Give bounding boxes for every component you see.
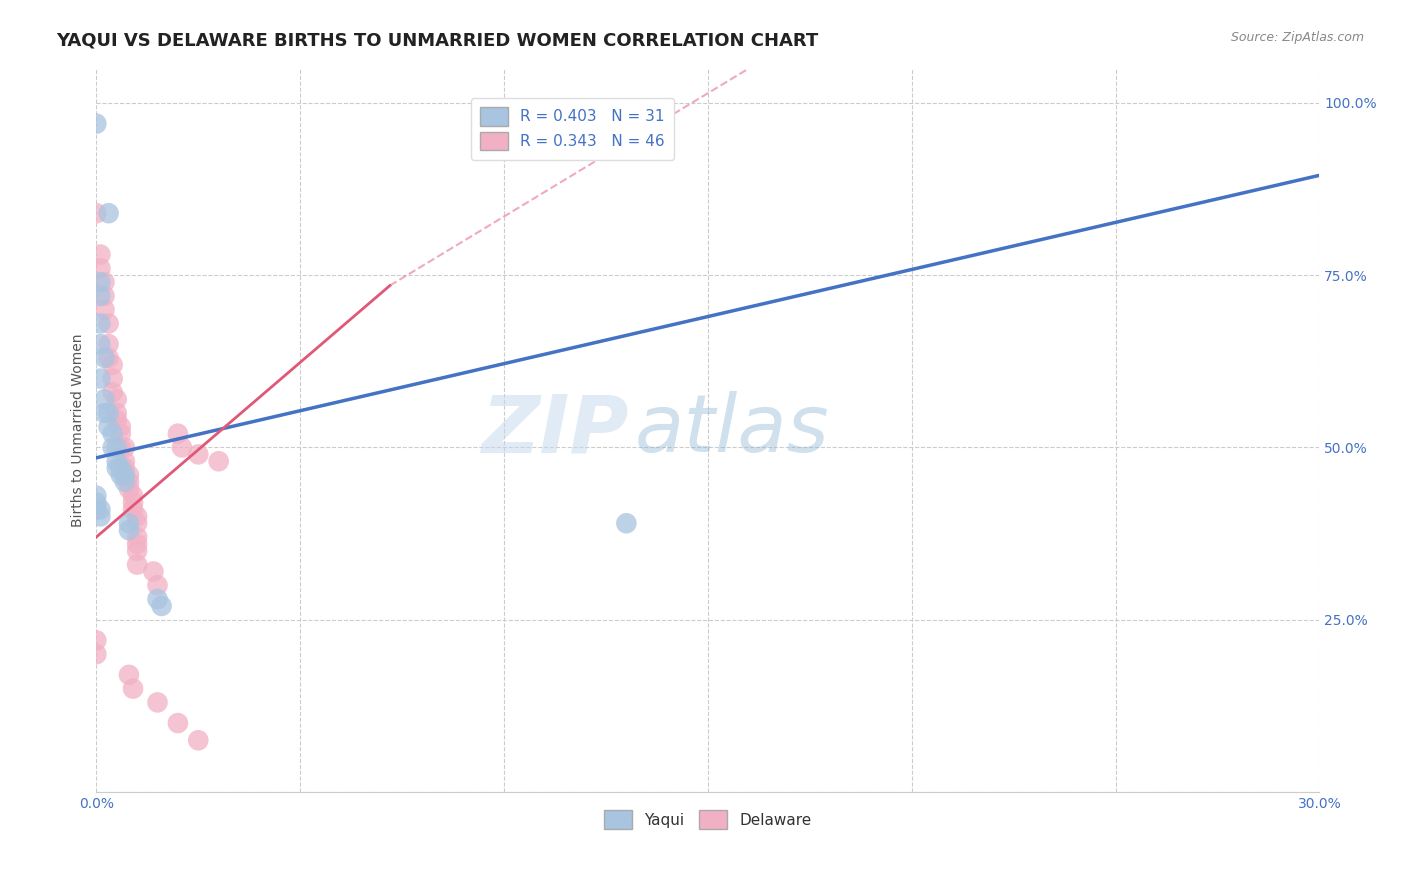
Point bbox=[208, 454, 231, 468]
Point bbox=[105, 461, 128, 475]
Point bbox=[93, 351, 115, 365]
Point bbox=[97, 419, 120, 434]
Point bbox=[93, 289, 115, 303]
Point bbox=[118, 516, 141, 531]
Point bbox=[105, 441, 128, 455]
Point bbox=[614, 516, 637, 531]
Point bbox=[146, 578, 169, 592]
Point bbox=[122, 489, 145, 503]
Point bbox=[110, 426, 132, 441]
Point bbox=[118, 523, 141, 537]
Point bbox=[110, 419, 132, 434]
Point bbox=[101, 441, 124, 455]
Point bbox=[127, 558, 149, 572]
Point bbox=[122, 681, 145, 696]
Point bbox=[122, 495, 145, 509]
Point bbox=[105, 454, 128, 468]
Point bbox=[167, 716, 190, 731]
Legend: Yaqui, Delaware: Yaqui, Delaware bbox=[598, 804, 817, 835]
Point bbox=[89, 337, 111, 351]
Point bbox=[86, 489, 108, 503]
Point bbox=[105, 413, 128, 427]
Point bbox=[127, 530, 149, 544]
Point bbox=[86, 117, 108, 131]
Point bbox=[146, 592, 169, 607]
Point bbox=[89, 261, 111, 276]
Point bbox=[114, 461, 136, 475]
Text: atlas: atlas bbox=[634, 392, 830, 469]
Point bbox=[114, 468, 136, 483]
Point bbox=[97, 317, 120, 331]
Point bbox=[101, 358, 124, 372]
Point bbox=[127, 537, 149, 551]
Point bbox=[114, 441, 136, 455]
Point bbox=[101, 426, 124, 441]
Point bbox=[110, 468, 132, 483]
Point bbox=[93, 302, 115, 317]
Point bbox=[89, 247, 111, 261]
Point bbox=[118, 668, 141, 682]
Point bbox=[89, 317, 111, 331]
Point bbox=[127, 516, 149, 531]
Point bbox=[110, 441, 132, 455]
Point bbox=[101, 371, 124, 385]
Text: Source: ZipAtlas.com: Source: ZipAtlas.com bbox=[1230, 31, 1364, 45]
Point bbox=[146, 695, 169, 709]
Y-axis label: Births to Unmarried Women: Births to Unmarried Women bbox=[72, 334, 86, 527]
Point bbox=[187, 733, 209, 747]
Point bbox=[142, 565, 165, 579]
Point bbox=[93, 392, 115, 407]
Point bbox=[170, 441, 193, 455]
Point bbox=[187, 447, 209, 461]
Point bbox=[167, 426, 190, 441]
Point bbox=[105, 392, 128, 407]
Point bbox=[127, 544, 149, 558]
Point bbox=[118, 482, 141, 496]
Point bbox=[89, 275, 111, 289]
Point bbox=[101, 385, 124, 400]
Text: YAQUI VS DELAWARE BIRTHS TO UNMARRIED WOMEN CORRELATION CHART: YAQUI VS DELAWARE BIRTHS TO UNMARRIED WO… bbox=[56, 31, 818, 49]
Point bbox=[110, 461, 132, 475]
Text: ZIP: ZIP bbox=[481, 392, 628, 469]
Point bbox=[118, 468, 141, 483]
Point bbox=[97, 337, 120, 351]
Point bbox=[122, 502, 145, 516]
Point bbox=[86, 633, 108, 648]
Point bbox=[86, 206, 108, 220]
Point bbox=[97, 351, 120, 365]
Point bbox=[89, 509, 111, 524]
Point bbox=[86, 495, 108, 509]
Point bbox=[118, 475, 141, 489]
Point bbox=[86, 502, 108, 516]
Point bbox=[150, 599, 173, 613]
Point bbox=[114, 454, 136, 468]
Point bbox=[114, 475, 136, 489]
Point bbox=[127, 509, 149, 524]
Point bbox=[97, 406, 120, 420]
Point bbox=[93, 275, 115, 289]
Point bbox=[105, 406, 128, 420]
Point bbox=[86, 647, 108, 661]
Point bbox=[89, 502, 111, 516]
Point bbox=[93, 406, 115, 420]
Point bbox=[89, 289, 111, 303]
Point bbox=[89, 371, 111, 385]
Point bbox=[97, 206, 120, 220]
